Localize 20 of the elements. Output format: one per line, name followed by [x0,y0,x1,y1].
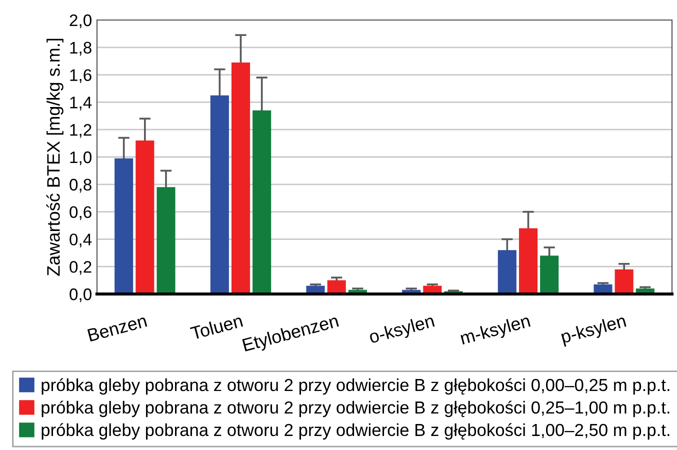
y-tick-label: 0,2 [70,261,92,275]
y-tick-label: 0,6 [70,206,92,220]
y-tick-label: 2,0 [70,14,92,28]
legend-label: próbka gleby pobrana z otworu 2 przy odwiercie B z głębokości 0,00–0,25 m p.p.t. [42,378,670,395]
y-tick-label: 1,8 [70,42,92,56]
x-tick-label: Toluen [190,314,244,340]
y-tick-label: 0,4 [70,234,92,248]
y-tick-label: 1,0 [70,151,92,166]
legend-label: próbka gleby pobrana z otworu 2 przy odwiercie B z głębokości 0,25–1,00 m p.p.t. [42,400,670,418]
x-tick-label: o-ksylen [368,314,436,347]
x-tick-label: m-ksylen [460,314,532,348]
y-tick-label: 1,6 [70,69,92,83]
y-tick-label: 1,2 [70,124,92,138]
y-axis-title: Zawartość BTEX [mg/kg s.m.] [46,38,64,276]
legend-label: próbka gleby pobrana z otworu 2 przy odwiercie B z głębokości 1,00–2,50 m p.p.t. [42,423,670,440]
y-tick-label: 0,8 [70,178,92,193]
y-tick-label: 1,4 [70,96,92,110]
x-tick-label: Benzen [87,314,148,342]
x-tick-label: p-ksylen [560,314,628,347]
y-tick-label: 0,0 [70,288,92,302]
